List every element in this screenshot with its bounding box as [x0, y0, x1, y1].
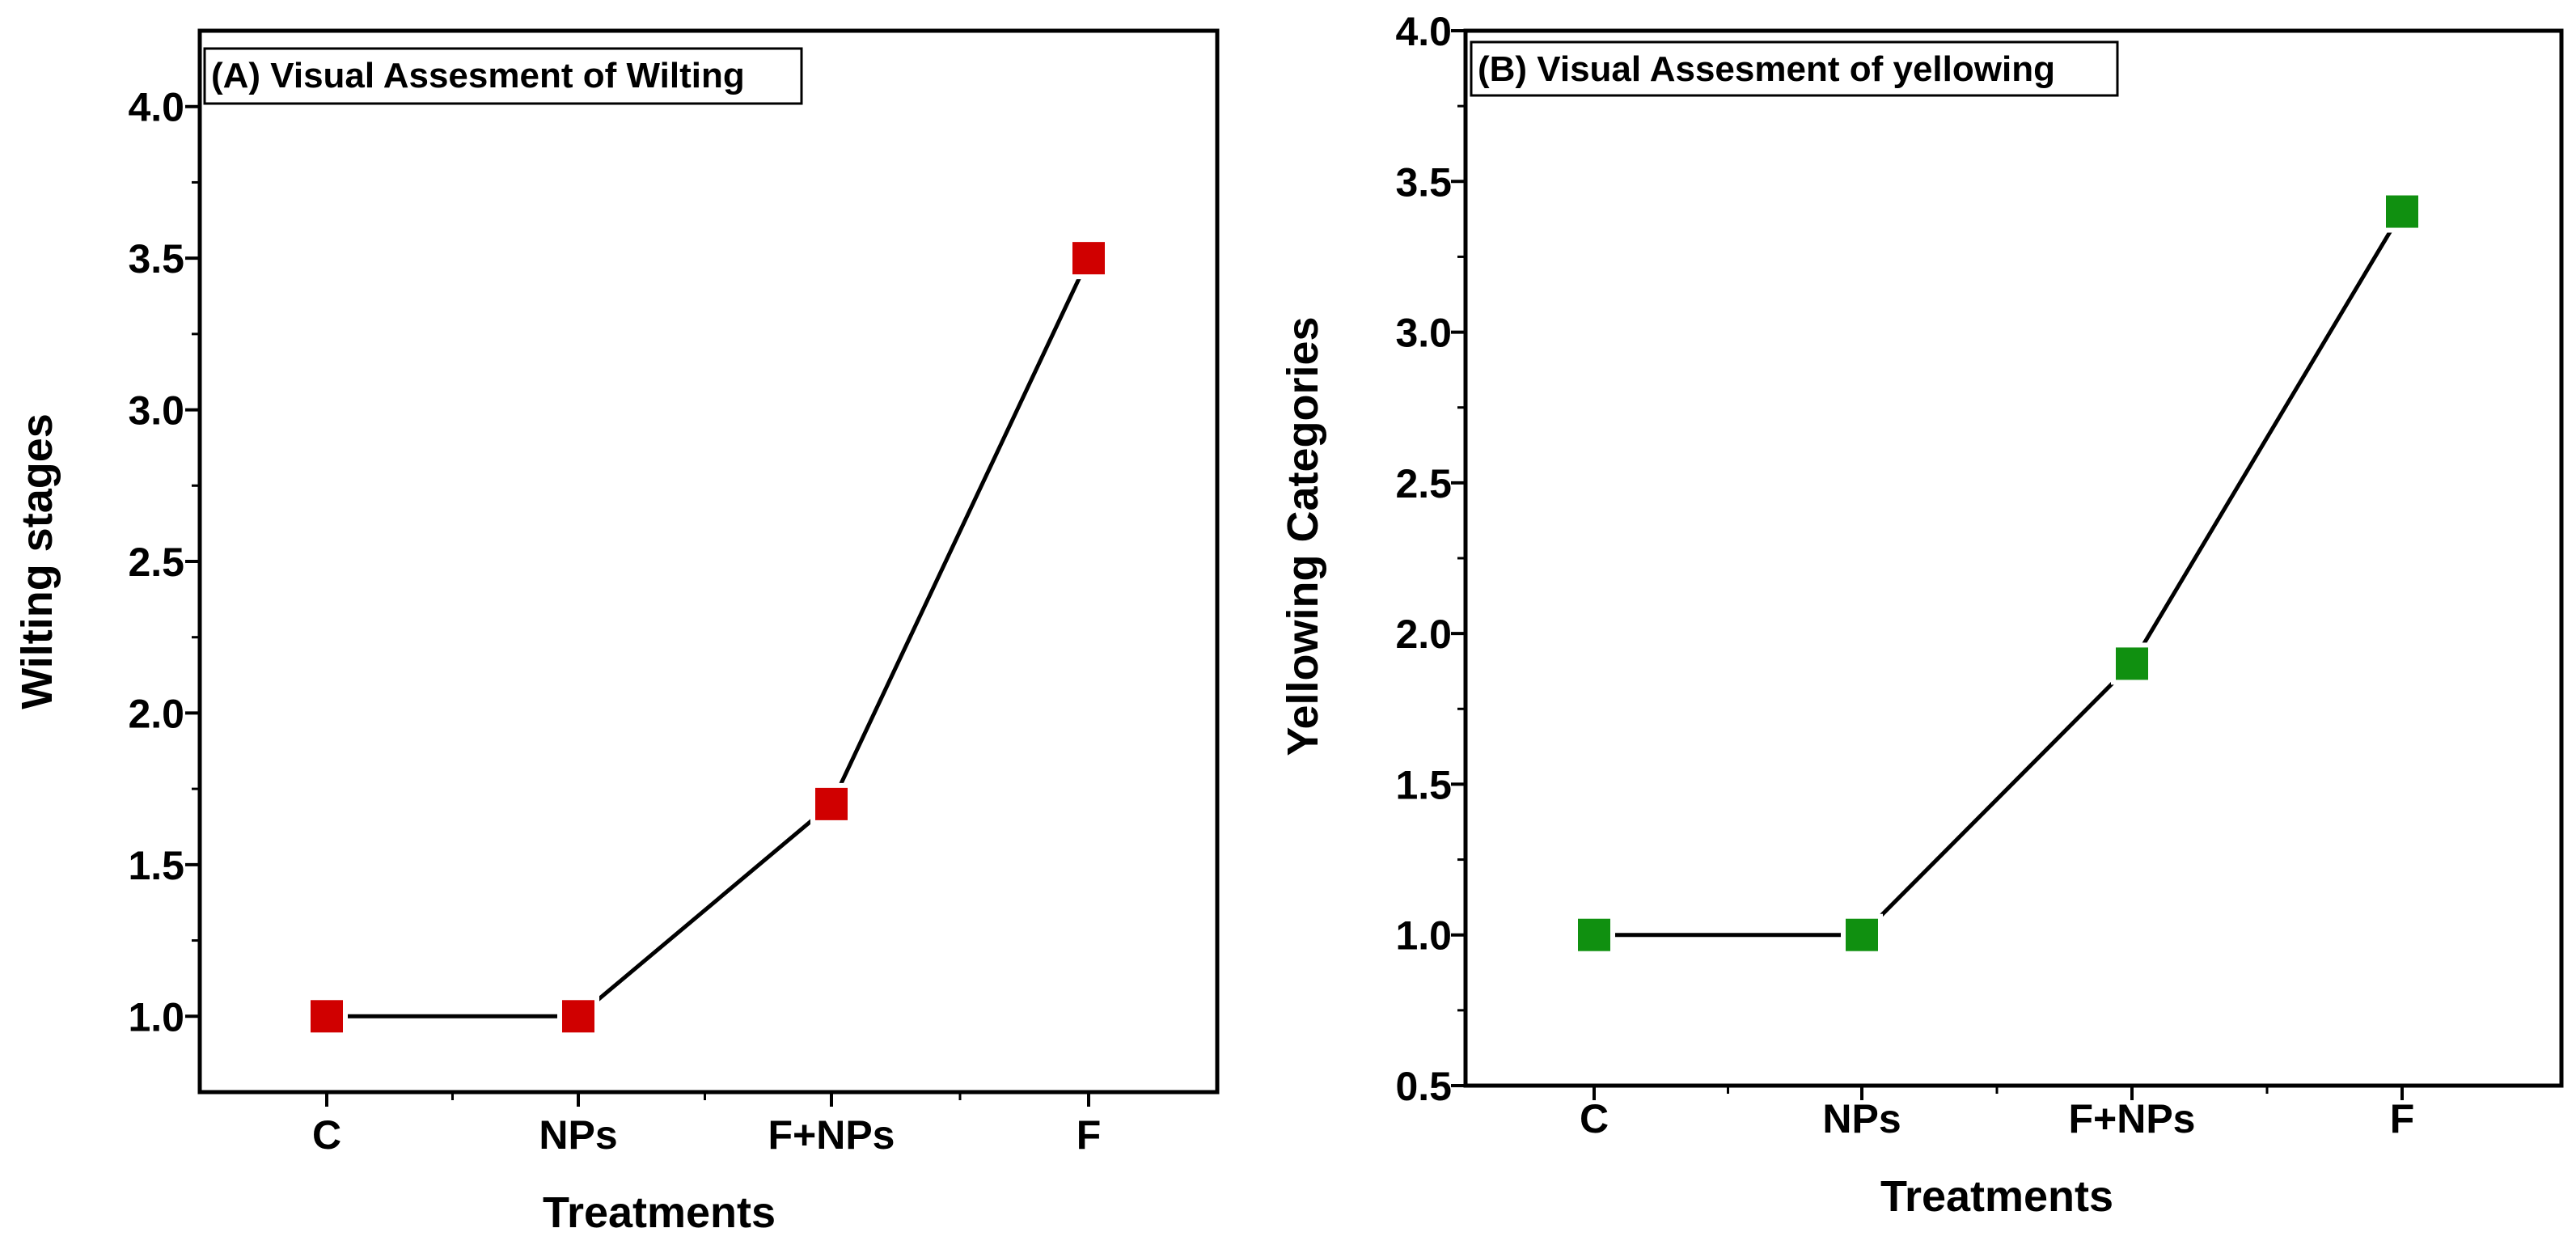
data-point-marker	[1068, 237, 1110, 280]
x-tick-label: F+NPs	[768, 1112, 895, 1158]
y-axis-title-b: Yellowing Categories	[1279, 316, 1327, 756]
x-axis-title-a: Treatments	[543, 1188, 776, 1237]
y-axis-ticks-a: 1.0 1.5 2.0 2.5 3.0 3.5 4.0	[128, 85, 200, 1040]
data-series-b	[1573, 190, 2423, 956]
y-tick-label: 1.0	[1395, 913, 1452, 959]
y-tick-label: 3.0	[128, 388, 184, 434]
y-tick-label: 2.5	[128, 540, 184, 585]
data-point-marker	[810, 782, 852, 825]
y-tick-label: 4.0	[1395, 9, 1452, 54]
data-series-a	[306, 237, 1110, 1038]
x-axis-ticks-a: C NPs F+NPs F	[312, 1092, 1101, 1158]
y-tick-label: 2.0	[128, 691, 184, 736]
y-tick-label: 1.0	[128, 994, 184, 1040]
x-axis-ticks-b: C NPs F+NPs F	[1580, 1086, 2414, 1141]
chart-panel-b: (B) Visual Assesment of yellowing 0.5 1.0…	[1279, 9, 2564, 1221]
y-tick-label: 1.5	[128, 843, 184, 888]
x-tick-label: F+NPs	[2068, 1096, 2195, 1141]
x-tick-label: NPs	[1822, 1096, 1901, 1141]
data-point-marker	[1841, 913, 1883, 956]
y-tick-label: 2.0	[1395, 612, 1452, 657]
y-tick-label: 3.5	[128, 236, 184, 282]
plot-frame-b	[1463, 28, 2564, 1088]
data-point-marker	[557, 995, 599, 1038]
chart-panel-a: (A) Visual Assesment of Wilting 1.0 1.5 2.…	[13, 28, 1220, 1237]
data-point-marker	[1573, 913, 1615, 956]
data-point-marker	[2381, 190, 2423, 233]
panel-title-b: (B) Visual Assesment of yellowing	[1478, 49, 2055, 89]
series-line	[1594, 210, 2405, 938]
data-point-marker	[306, 995, 348, 1038]
panel-title-box-a	[203, 47, 803, 105]
x-tick-label: F	[2390, 1096, 2415, 1141]
panel-title-a: (A) Visual Assesment of Wilting	[211, 56, 745, 95]
data-point-marker	[2111, 642, 2153, 685]
y-tick-label: 3.0	[1395, 311, 1452, 356]
x-tick-label: C	[312, 1112, 341, 1158]
y-tick-label: 0.5	[1395, 1064, 1452, 1109]
x-tick-label: F	[1077, 1112, 1102, 1158]
y-tick-label: 3.5	[1395, 159, 1452, 205]
x-axis-title-b: Treatments	[1880, 1172, 2113, 1221]
y-tick-label: 1.5	[1395, 762, 1452, 807]
y-axis-ticks-b: 0.5 1.0 1.5 2.0 2.5 3.0 3.5 4.0	[1395, 9, 1466, 1109]
x-tick-label: C	[1580, 1096, 1609, 1141]
series-line	[327, 257, 1091, 1018]
x-tick-label: NPs	[539, 1112, 617, 1158]
y-tick-label: 2.5	[1395, 461, 1452, 506]
panel-title-box-b	[1470, 40, 2119, 97]
y-tick-label: 4.0	[128, 85, 184, 130]
plot-frame-a	[197, 28, 1220, 1095]
y-axis-title-a: Wilting stages	[13, 413, 61, 709]
